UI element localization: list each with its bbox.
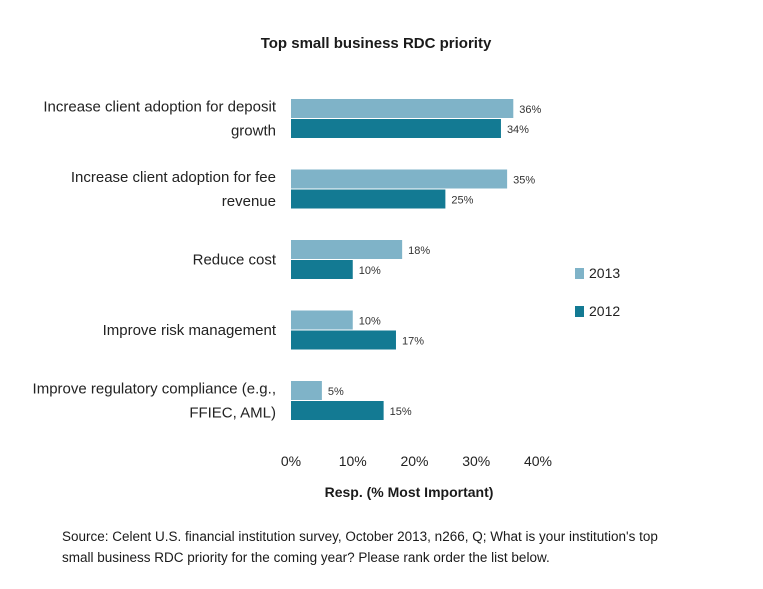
bar-2013 xyxy=(291,310,353,330)
legend-swatch xyxy=(575,268,584,279)
legend-label: 2012 xyxy=(589,303,620,319)
bar-2012 xyxy=(291,330,396,350)
data-label: 15% xyxy=(390,406,412,418)
x-tick-label: 30% xyxy=(462,453,490,469)
data-label: 25% xyxy=(451,195,473,207)
bar-2012 xyxy=(291,119,501,138)
legend-label: 2013 xyxy=(589,265,620,281)
data-label: 5% xyxy=(328,386,344,398)
x-tick-label: 10% xyxy=(339,453,367,469)
bar-2012 xyxy=(291,401,384,420)
data-label: 36% xyxy=(519,104,541,116)
x-tick-label: 40% xyxy=(524,453,552,469)
category-label: growth xyxy=(231,123,276,140)
data-label: 18% xyxy=(408,245,430,257)
bar-2012 xyxy=(291,189,446,209)
category-label: revenue xyxy=(222,193,276,210)
bar-2013 xyxy=(291,240,403,259)
bar-2013 xyxy=(291,99,514,118)
source-note: Source: Celent U.S. financial institutio… xyxy=(62,529,658,565)
category-label: FFIEC, AML) xyxy=(189,405,276,422)
data-label: 35% xyxy=(513,175,535,187)
category-label: Increase client adoption for deposit xyxy=(43,99,276,116)
data-label: 34% xyxy=(507,124,529,136)
category-label: Improve risk management xyxy=(103,322,277,339)
x-tick-label: 0% xyxy=(281,453,301,469)
data-label: 17% xyxy=(402,336,424,348)
category-label: Increase client adoption for fee xyxy=(71,169,276,186)
data-label: 10% xyxy=(359,265,381,277)
chart-title: Top small business RDC priority xyxy=(261,35,492,52)
x-axis-label: Resp. (% Most Important) xyxy=(325,484,494,500)
bar-2013 xyxy=(291,381,322,400)
x-tick-label: 20% xyxy=(400,453,428,469)
plot-area: Increase client adoption for deposit grow… xyxy=(33,99,621,470)
data-label: 10% xyxy=(359,316,381,328)
bar-chart: Top small business RDC priority Increase… xyxy=(33,35,621,500)
legend-swatch xyxy=(575,306,584,317)
category-label: Improve regulatory compliance (e.g., xyxy=(33,381,276,398)
bar-2012 xyxy=(291,260,353,279)
category-label: Reduce cost xyxy=(193,252,277,269)
bar-2013 xyxy=(291,169,508,189)
